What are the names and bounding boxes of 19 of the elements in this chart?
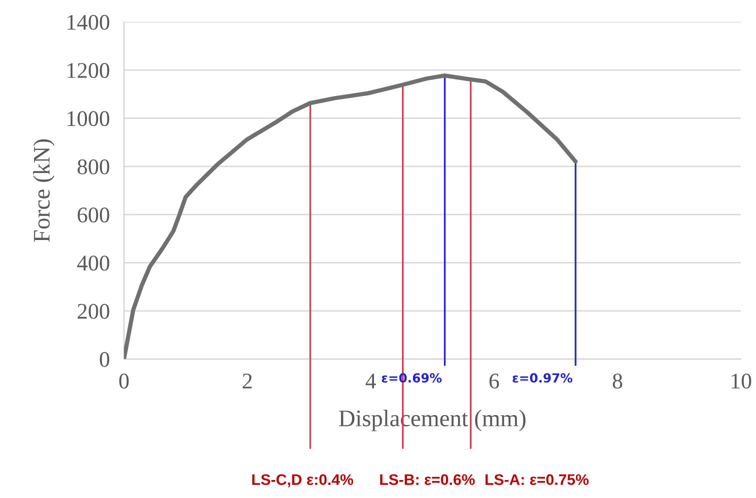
- text: LS-C,D ε:0.4%: [252, 474, 354, 488]
- y-tick-label: 600: [78, 208, 110, 222]
- text: LS-B: ε=0.6%: [380, 474, 475, 486]
- x-tick-label: 4: [366, 374, 376, 388]
- y-axis-title: Force (kN): [33, 139, 55, 242]
- y-tick-label: 400: [77, 256, 110, 271]
- annotation: ε=0.97%: [512, 373, 572, 383]
- y-tick-label: 1400: [68, 14, 110, 30]
- y-tick-label: 1000: [68, 111, 110, 126]
- x-tick-label: 0: [119, 374, 129, 389]
- y-tick-label: 200: [78, 304, 110, 319]
- x-tick-label: 10: [732, 374, 752, 389]
- y-tick-label: 0: [100, 352, 110, 367]
- text: LS-A: ε=0.75%: [486, 474, 589, 486]
- y-tick-label: 1200: [68, 63, 110, 78]
- y-tick-label: 800: [78, 159, 110, 174]
- x-tick-label: 2: [242, 374, 252, 388]
- x-tick-label: 6: [490, 374, 500, 389]
- x-tick-label: 8: [612, 374, 622, 389]
